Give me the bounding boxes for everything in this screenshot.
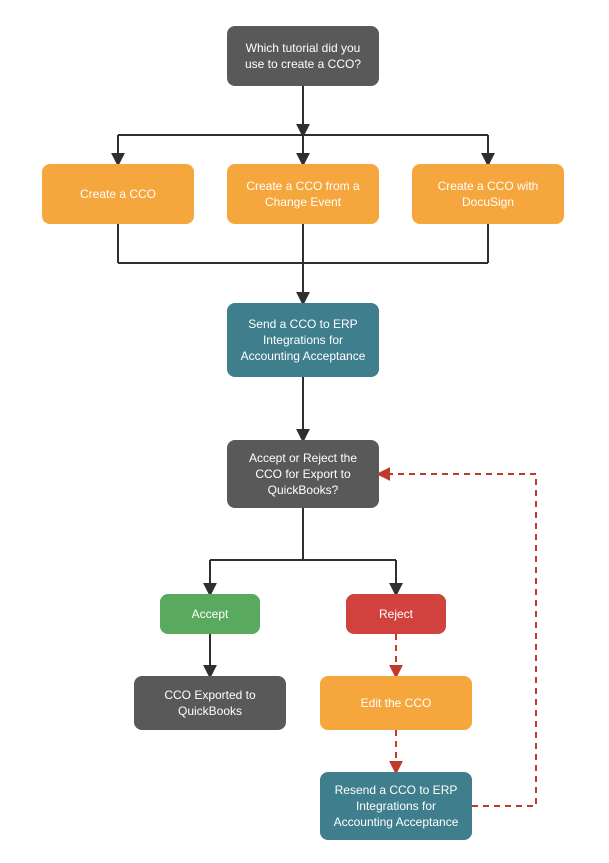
node-label: Create a CCO [80, 186, 156, 202]
node-accept: Accept [160, 594, 260, 634]
node-label: Edit the CCO [361, 695, 432, 711]
node-createCco: Create a CCO [42, 164, 194, 224]
node-label: Send a CCO to ERP Integrations for Accou… [237, 316, 369, 365]
node-label: CCO Exported to QuickBooks [144, 687, 276, 719]
node-sendErp: Send a CCO to ERP Integrations for Accou… [227, 303, 379, 377]
node-label: Accept or Reject the CCO for Export to Q… [237, 450, 369, 499]
node-reject: Reject [346, 594, 446, 634]
node-label: Accept [192, 606, 229, 622]
node-resend: Resend a CCO to ERP Integrations for Acc… [320, 772, 472, 840]
flowchart-edges [0, 0, 609, 863]
edge-resend-loop [379, 474, 536, 806]
node-label: Resend a CCO to ERP Integrations for Acc… [330, 782, 462, 831]
node-start: Which tutorial did you use to create a C… [227, 26, 379, 86]
node-createDocu: Create a CCO with DocuSign [412, 164, 564, 224]
node-label: Reject [379, 606, 413, 622]
node-editCco: Edit the CCO [320, 676, 472, 730]
node-acceptReject: Accept or Reject the CCO for Export to Q… [227, 440, 379, 508]
node-createEvent: Create a CCO from a Change Event [227, 164, 379, 224]
node-label: Create a CCO with DocuSign [422, 178, 554, 210]
node-exported: CCO Exported to QuickBooks [134, 676, 286, 730]
node-label: Create a CCO from a Change Event [237, 178, 369, 210]
node-label: Which tutorial did you use to create a C… [237, 40, 369, 72]
